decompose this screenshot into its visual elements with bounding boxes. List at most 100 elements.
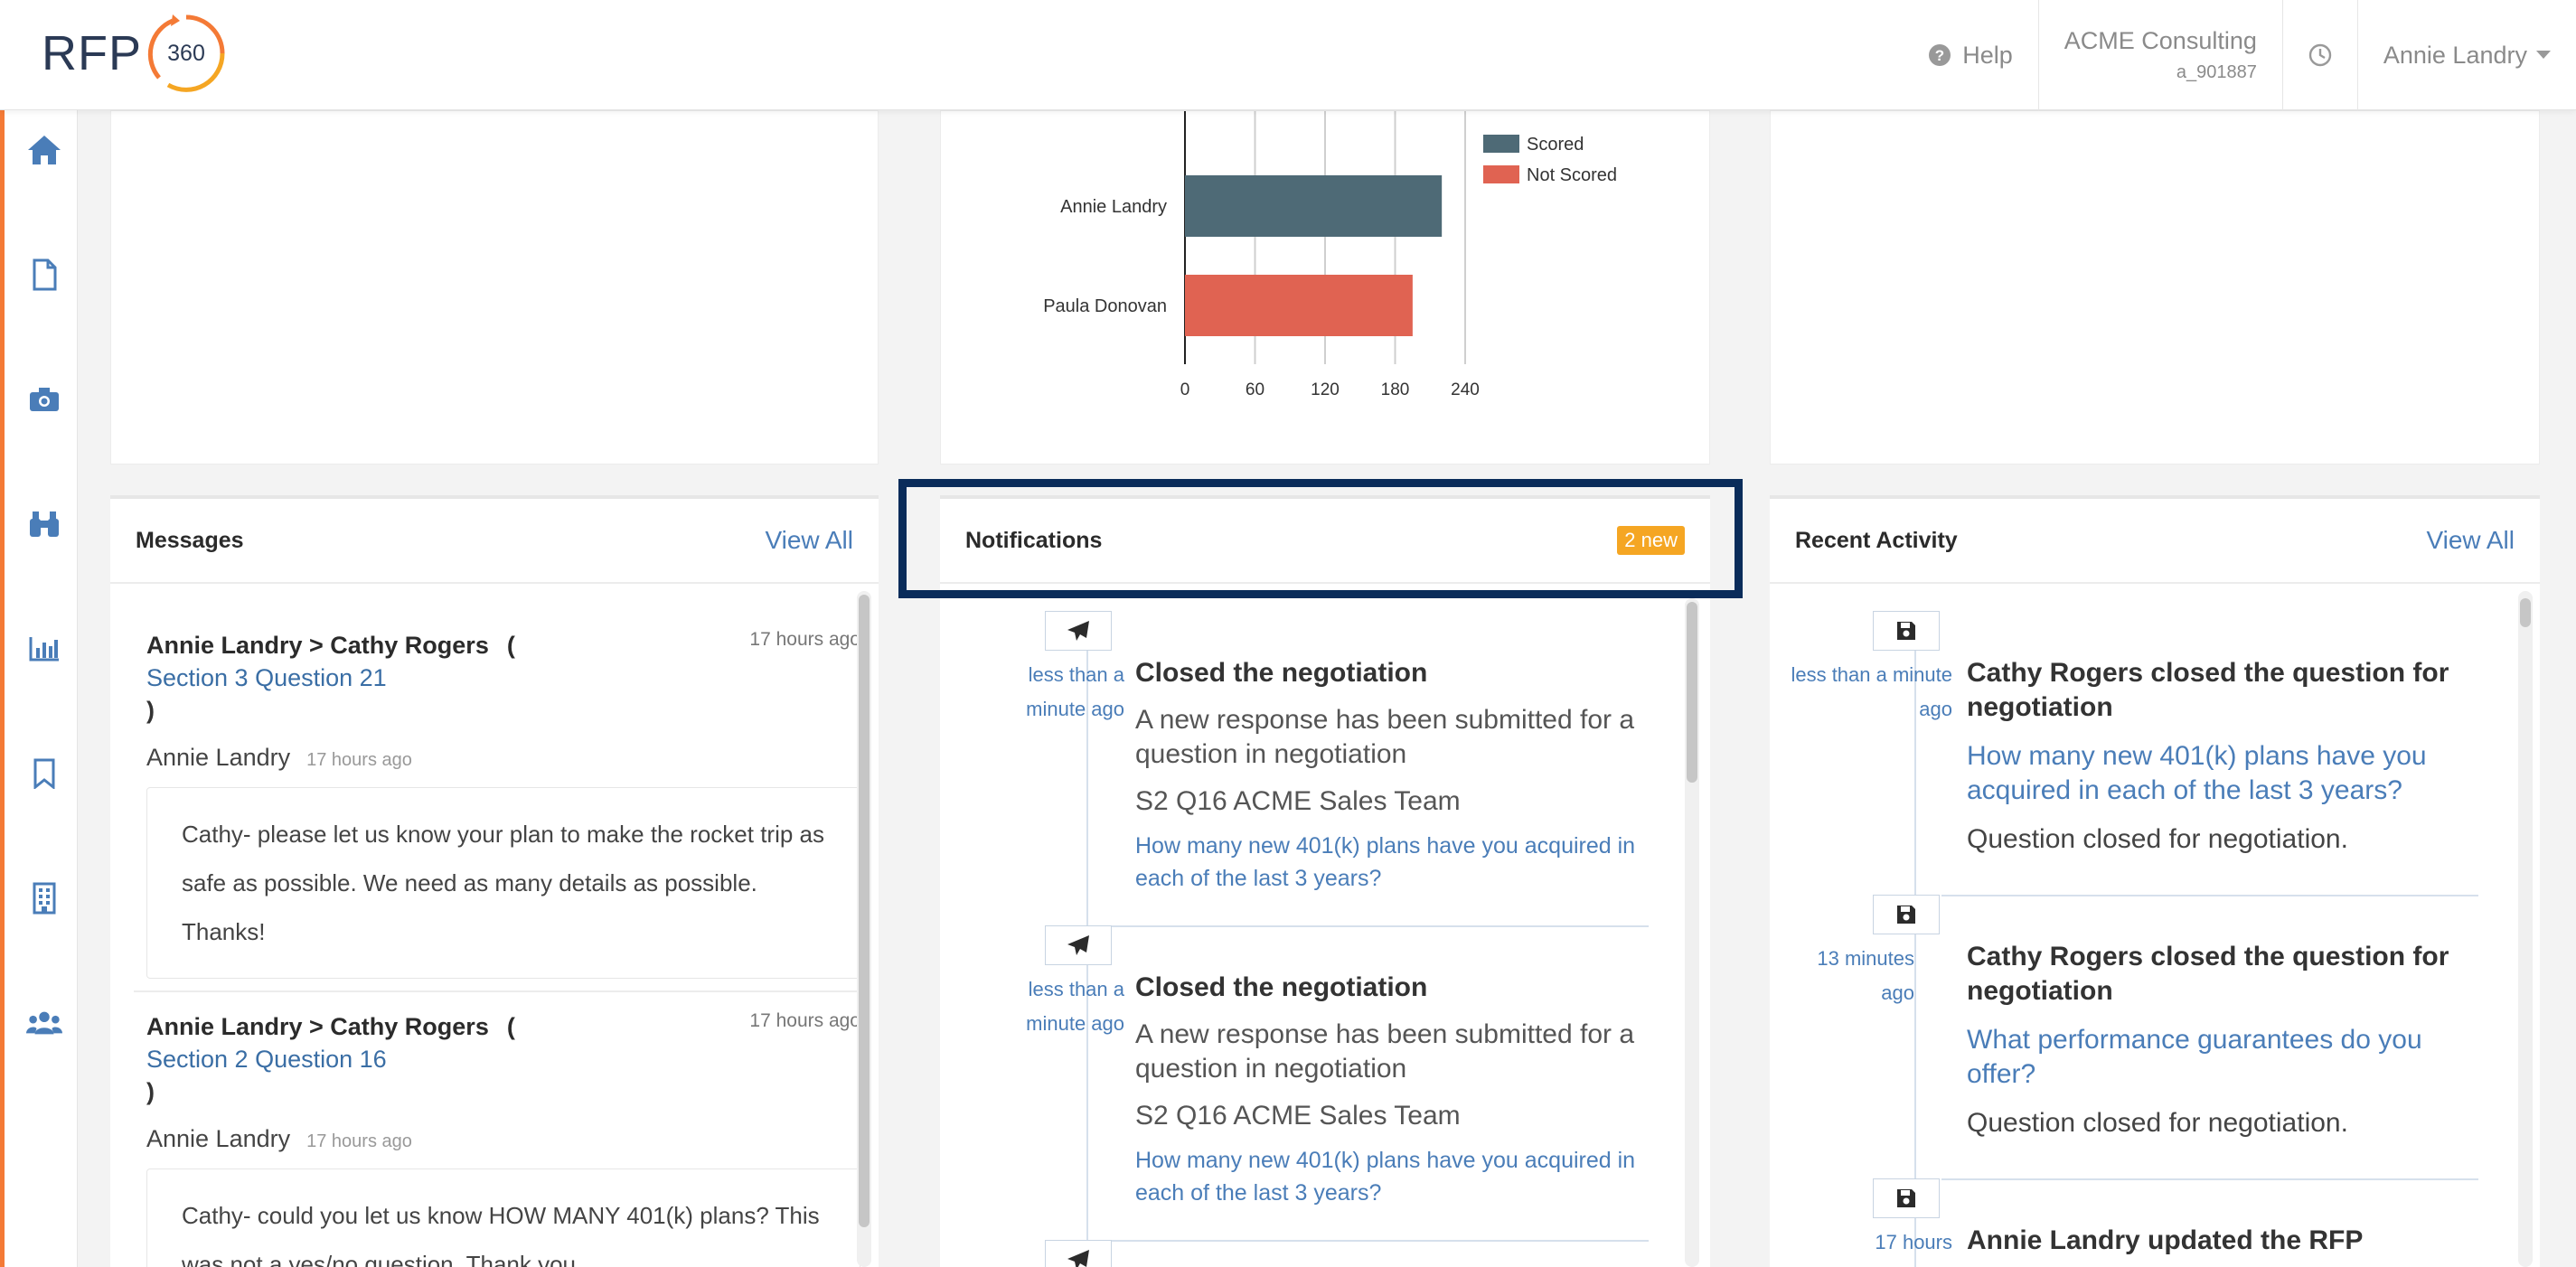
message-body: Cathy- could you let us know HOW MANY 40… <box>146 1168 860 1267</box>
recent-activity-panel: Recent Activity View All less than a min… <box>1770 495 2540 1267</box>
activity-question-link[interactable]: How many new 401(k) plans have you acqui… <box>1967 741 2427 805</box>
chart-x-tick-label: 180 <box>1381 380 1410 399</box>
activity-scroll-thumb[interactable] <box>2520 598 2531 627</box>
chart-legend-label: Scored <box>1527 135 1584 155</box>
notification-question-link[interactable]: How many new 401(k) plans have you acqui… <box>1135 833 1636 891</box>
message-time: 17 hours ago <box>749 1010 860 1031</box>
notification-item: Closed the negotiation A new response ha… <box>1135 971 1641 1209</box>
activity-title: Cathy Rogers closed the question for neg… <box>1967 942 2449 1006</box>
messages-header: Messages View All <box>110 495 879 584</box>
new-notifications-badge: 2 new <box>1617 526 1685 555</box>
chart-bar <box>1185 175 1443 237</box>
notifications-title: Notifications <box>965 527 1103 553</box>
notifications-header: Notifications 2 new <box>940 495 1710 584</box>
user-menu[interactable]: Annie Landry <box>2356 0 2576 110</box>
chart-legend-label: Not Scored <box>1527 165 1617 185</box>
activity-divider <box>1941 895 2478 896</box>
notification-item: Closed the negotiation A new response ha… <box>1135 656 1641 895</box>
question-circle-icon: ? <box>1929 44 1951 66</box>
organization-switcher[interactable]: ACME Consulting a_901887 <box>2037 0 2282 110</box>
message-question-link[interactable]: Section 2 Question 16 <box>146 1046 387 1073</box>
activity-timeline-line <box>1914 611 1916 1267</box>
chart-x-tick-label: 0 <box>1180 380 1190 399</box>
svg-text:?: ? <box>1935 47 1944 64</box>
history-button[interactable] <box>2281 0 2357 110</box>
notification-time: less than a minute ago <box>1026 663 1124 720</box>
caret-down-icon <box>2536 51 2551 59</box>
notification-divider <box>1112 1240 1649 1242</box>
paper-plane-icon <box>1045 925 1112 965</box>
notifications-scroll-thumb[interactable] <box>1687 602 1697 783</box>
help-label: Help <box>1962 41 2013 69</box>
save-icon <box>1873 611 1940 651</box>
chart-category-label: Annie Landry <box>1060 197 1167 217</box>
home-icon[interactable] <box>26 132 62 168</box>
message-close-paren: ) <box>146 1078 155 1105</box>
bookmark-icon[interactable] <box>26 756 62 792</box>
building-icon[interactable] <box>26 880 62 916</box>
message-item: Annie Landry > Cathy Rogers ( 17 hours ag… <box>146 629 860 979</box>
sidebar <box>0 110 78 1267</box>
user-name: Annie Landry <box>2383 41 2527 69</box>
message-author: Annie Landry <box>146 744 291 771</box>
activity-scrollbar[interactable] <box>2518 591 2533 1267</box>
notification-time: less than a minute ago <box>1026 978 1124 1035</box>
activity-item: Cathy Rogers closed the question for neg… <box>1967 656 2455 857</box>
bar-chart-icon[interactable] <box>26 631 62 667</box>
rfp360-logo[interactable]: RFP 360 <box>42 13 227 94</box>
activity-time: 13 minutes ago <box>1817 947 1914 1004</box>
activity-item: Annie Landry updated the RFP <box>1967 1224 2455 1258</box>
notification-title: Closed the negotiation <box>1135 972 1428 1002</box>
org-name: ACME Consulting <box>2064 27 2257 54</box>
message-question-link[interactable]: Section 3 Question 21 <box>146 664 387 691</box>
camera-icon[interactable] <box>26 381 62 418</box>
top-right-widget <box>1770 110 2540 465</box>
messages-title: Messages <box>136 527 244 553</box>
activity-time: less than a minute ago <box>1791 663 1952 720</box>
notification-title: Closed the negotiation <box>1135 658 1428 688</box>
org-id: a_901887 <box>2176 62 2257 82</box>
clock-icon <box>2308 43 2332 67</box>
logo-number: 360 <box>167 41 205 66</box>
notification-text: A new response has been submitted for a … <box>1135 705 1635 769</box>
binoculars-icon[interactable] <box>26 506 62 542</box>
save-icon <box>1873 895 1940 934</box>
chart-category-label: Paula Donovan <box>1043 296 1167 316</box>
logo-ring-icon: 360 <box>146 13 227 94</box>
activity-text: Question closed for negotiation. <box>1967 824 2348 854</box>
activity-time: 17 hours <box>1875 1231 1952 1253</box>
header-menu: ? Help ACME Consulting a_901887 Annie La… <box>1903 0 2576 110</box>
messages-scroll-thumb[interactable] <box>859 595 870 1227</box>
logo-text: RFP <box>42 26 142 80</box>
activity-title: Cathy Rogers closed the question for neg… <box>1967 658 2449 722</box>
activity-text: Question closed for negotiation. <box>1967 1108 2348 1138</box>
message-item: Annie Landry > Cathy Rogers ( 17 hours ag… <box>146 1010 860 1267</box>
notification-question-link[interactable]: How many new 401(k) plans have you acqui… <box>1135 1148 1636 1206</box>
document-icon[interactable] <box>26 257 62 293</box>
messages-scrollbar[interactable] <box>857 591 871 1267</box>
message-participants: Annie Landry > Cathy Rogers ( <box>146 629 860 662</box>
notifications-panel: Notifications 2 new less than a minute a… <box>940 495 1710 1267</box>
chart-x-tick-label: 60 <box>1246 380 1264 399</box>
notifications-scrollbar[interactable] <box>1685 598 1699 1267</box>
message-body: Cathy- please let us know your plan to m… <box>146 787 860 979</box>
message-time: 17 hours ago <box>749 629 860 650</box>
help-link[interactable]: ? Help <box>1903 0 2038 110</box>
chart-legend-swatch <box>1483 165 1519 183</box>
message-from-to: Annie Landry > Cathy Rogers <box>146 1013 489 1040</box>
notifications-highlight-frame <box>898 479 1743 598</box>
recent-activity-view-all-link[interactable]: View All <box>2426 526 2515 554</box>
chart-bar <box>1185 275 1413 336</box>
message-divider <box>134 990 870 992</box>
activity-question-link[interactable]: What performance guarantees do you offer… <box>1967 1025 2422 1089</box>
notification-text: A new response has been submitted for a … <box>1135 1019 1635 1084</box>
messages-view-all-link[interactable]: View All <box>765 526 853 554</box>
scoring-team-widget: 0 60 120 180 240 Annie Landry Paula Donovan Sco… <box>940 110 1710 465</box>
chart-x-tick-label: 120 <box>1311 380 1340 399</box>
paper-plane-icon <box>1045 611 1112 651</box>
activity-divider <box>1941 1178 2478 1180</box>
users-icon[interactable] <box>26 1005 62 1041</box>
message-open-paren: ( <box>506 632 515 659</box>
top-left-widget <box>110 110 879 465</box>
message-participants: Annie Landry > Cathy Rogers ( <box>146 1010 860 1043</box>
